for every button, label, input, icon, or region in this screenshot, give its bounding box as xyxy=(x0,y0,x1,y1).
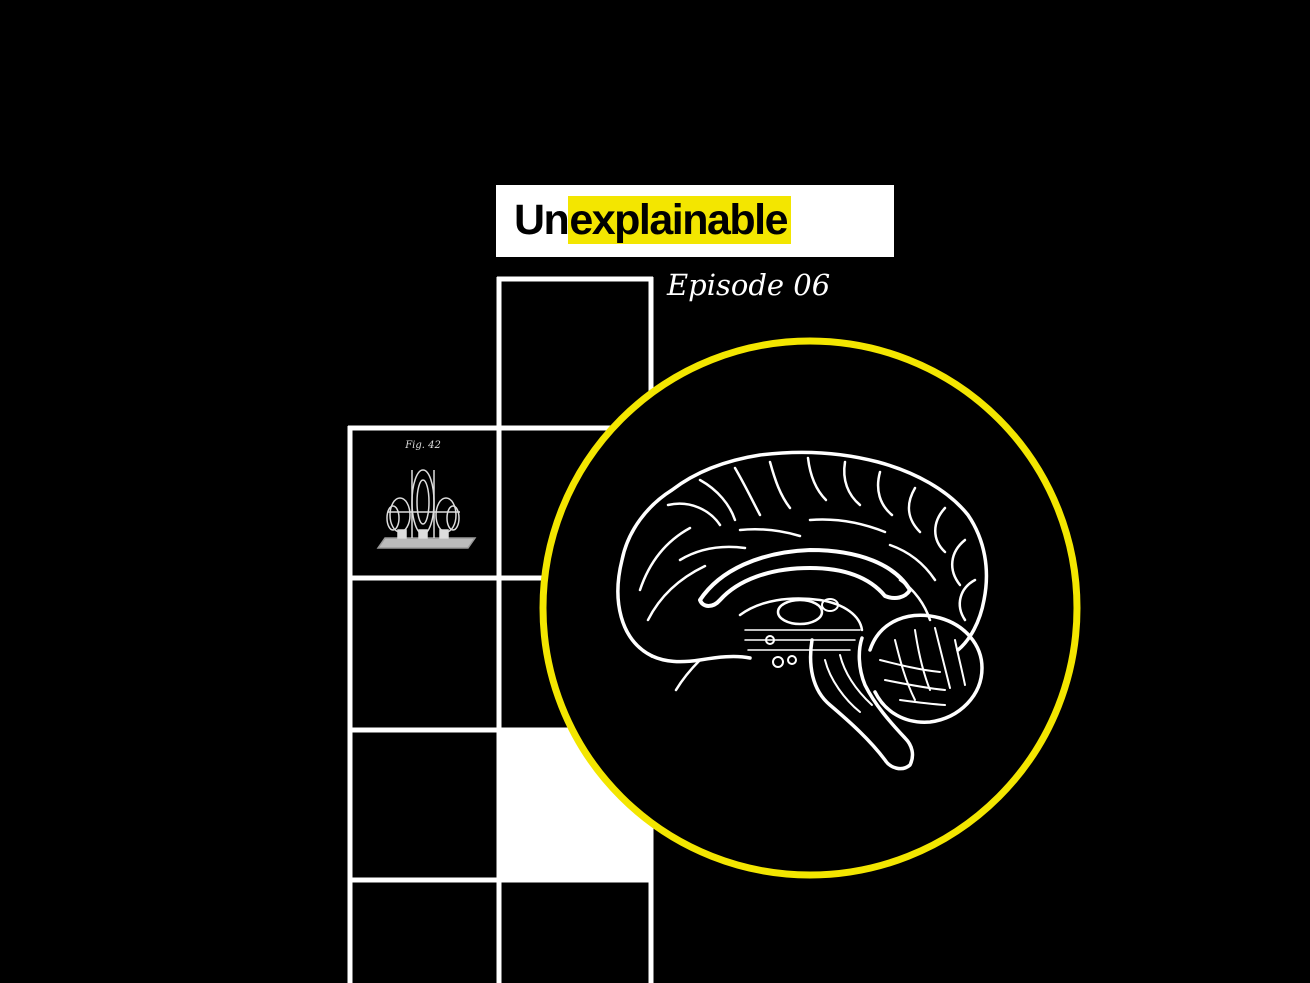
show-logo-text: Unexplainable xyxy=(514,194,792,246)
episode-label: Episode 06 xyxy=(667,268,831,302)
logo-part-highlighted: explainable xyxy=(568,196,792,244)
figure-label: Fig. 42 xyxy=(405,440,441,451)
brain-icon xyxy=(616,450,989,771)
logo-part-plain: Un xyxy=(514,196,570,244)
machine-icon xyxy=(376,469,477,549)
show-logo: Unexplainable xyxy=(496,185,894,257)
yellow-ring xyxy=(539,337,1081,879)
